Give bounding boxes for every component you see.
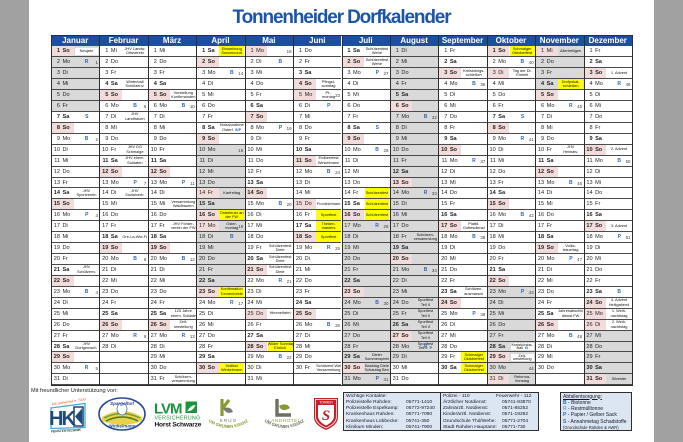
svg-text:Spargelhof: Spargelhof	[110, 401, 134, 406]
svg-text:VERSICHERUNG: VERSICHERUNG	[155, 416, 201, 422]
svg-text:Mit Sicherheit e. Stück: Mit Sicherheit e. Stück	[52, 398, 86, 406]
svg-text:FENSTERTECHNIK: FENSTERTECHNIK	[51, 428, 82, 434]
svg-text:LVM: LVM	[154, 401, 182, 418]
svg-text:LANDHOTEL: LANDHOTEL	[268, 418, 301, 423]
svg-text:TONNEN: TONNEN	[319, 401, 333, 405]
svg-text:Winkelmann: Winkelmann	[108, 424, 135, 429]
svg-text:KRUG: KRUG	[220, 418, 238, 423]
svg-text:S: S	[322, 408, 330, 424]
svg-text:ZUM GRÜNEN KRANZE: ZUM GRÜNEN KRANZE	[261, 396, 305, 429]
svg-text:HK: HK	[49, 408, 76, 430]
svg-text:Horst Schwarze: Horst Schwarze	[155, 422, 202, 429]
